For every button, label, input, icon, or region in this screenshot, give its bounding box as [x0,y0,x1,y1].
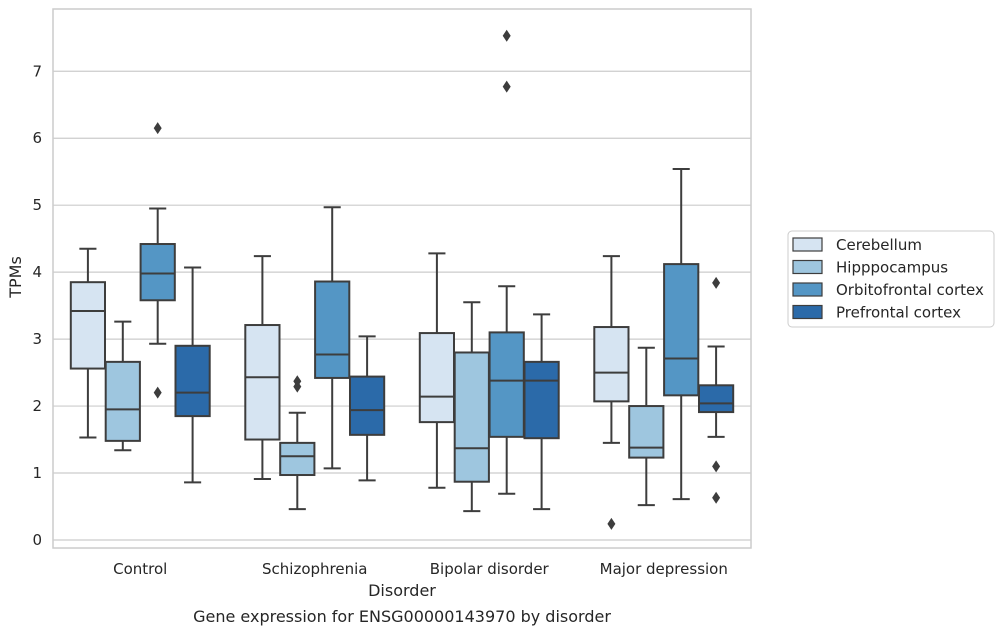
legend-swatch [792,259,823,275]
legend-label: Orbitofrontal cortex [836,281,984,299]
y-axis-title: TPMs [6,256,25,299]
y-tick-label: 7 [32,62,42,80]
legend: Cerebellum Hipppocampus Orbitofrontal cort… [787,230,995,328]
box-orbitofrontal-cortex-control [139,122,176,399]
y-tick-label: 1 [32,464,42,482]
box-hipppocampus-major-depression [628,346,665,507]
outlier-point [153,122,162,135]
box-hipppocampus-schizophrenia [279,375,316,511]
legend-swatch [792,304,823,320]
outlier-point [712,460,721,473]
box-hipppocampus-control [104,320,141,452]
iqr-box [523,360,560,440]
outlier-point [502,80,511,93]
iqr-box [139,243,176,302]
outlier-point [712,491,721,504]
box-plot-series [69,29,735,530]
iqr-box [279,441,316,477]
y-tick-label: 0 [32,531,42,549]
iqr-box [488,331,525,438]
box-prefrontal-cortex-control [174,266,211,484]
outlier-point [293,375,302,388]
iqr-box [348,375,386,436]
box-cerebellum-bipolar-disorder [418,252,456,489]
outlier-point [712,276,721,289]
iqr-box [69,281,107,370]
y-tick-label: 2 [32,397,42,415]
iqr-box [314,280,351,379]
outlier-point [153,386,162,399]
box-hipppocampus-bipolar-disorder [453,301,490,513]
plot-area-frame [52,8,752,549]
x-axis-ticks: Control Schizophrenia Bipolar disorder Majo… [113,560,728,578]
y-tick-label: 4 [32,263,42,281]
x-tick-label: Control [113,560,167,578]
iqr-box [418,332,456,424]
x-tick-label: Bipolar disorder [430,560,550,578]
outlier-point [502,29,511,42]
box-prefrontal-cortex-major-depression [697,276,735,504]
iqr-box [244,324,281,441]
box-prefrontal-cortex-schizophrenia [348,335,386,482]
legend-label: Cerebellum [836,236,922,254]
x-tick-label: Major depression [600,560,728,578]
iqr-box [104,360,141,442]
y-tick-label: 5 [32,196,42,214]
box-cerebellum-major-depression [593,255,630,530]
iqr-box [628,405,665,459]
outlier-point [607,517,616,530]
chart-caption: Gene expression for ENSG00000143970 by d… [193,607,611,626]
box-cerebellum-control [69,247,107,439]
box-orbitofrontal-cortex-schizophrenia [314,206,351,470]
legend-label: Prefrontal cortex [836,304,961,322]
legend-frame [787,230,995,328]
y-tick-label: 6 [32,129,42,147]
iqr-box [593,326,630,403]
legend-swatch [792,282,823,297]
x-tick-label: Schizophrenia [262,560,367,578]
box-orbitofrontal-cortex-bipolar-disorder [488,29,525,495]
iqr-box [174,344,211,418]
y-tick-label: 3 [32,330,42,348]
x-axis-title: Disorder [368,581,436,600]
iqr-box [453,351,490,483]
y-axis-ticks: 0 1 2 3 4 5 6 7 [32,62,42,549]
box-prefrontal-cortex-bipolar-disorder [523,313,560,511]
legend-label: Hipppocampus [836,259,948,277]
box-orbitofrontal-cortex-major-depression [663,168,700,501]
iqr-box [663,263,700,397]
box-cerebellum-schizophrenia [244,255,281,481]
iqr-box [697,384,735,414]
legend-swatch [792,237,823,252]
